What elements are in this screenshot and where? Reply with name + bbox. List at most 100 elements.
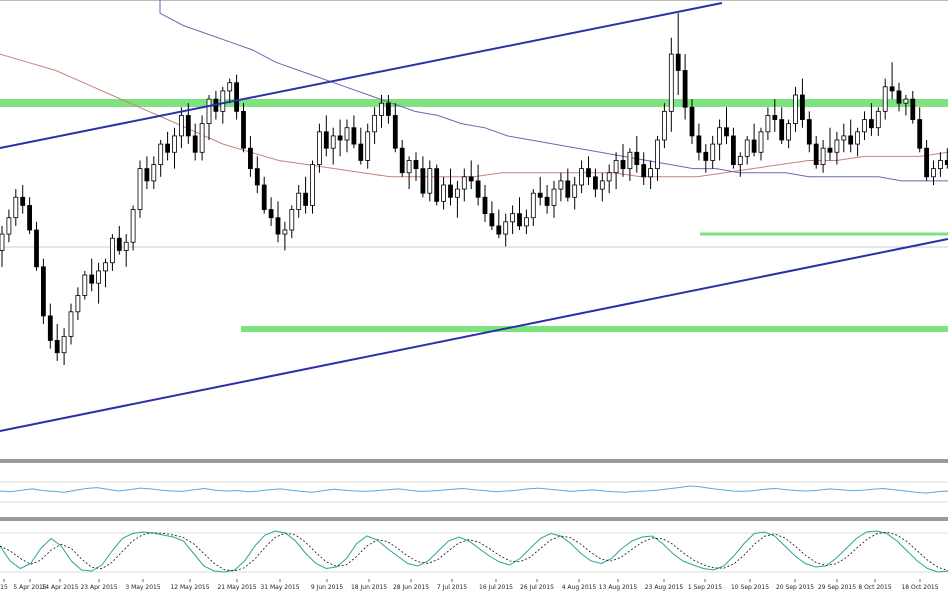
candle (489, 201, 495, 230)
candle (41, 258, 46, 325)
candle-body (303, 192, 309, 206)
candle-body (27, 205, 33, 231)
candle (89, 258, 95, 292)
candle-body (627, 151, 633, 170)
candle-body (938, 160, 943, 170)
candle-body (565, 180, 571, 198)
candle (910, 90, 916, 124)
candle (551, 180, 557, 218)
date-tick-label: 28 Jun 2015 (393, 584, 429, 591)
candle-body (241, 110, 246, 149)
stochastic-signal-line (0, 531, 948, 572)
candle (758, 127, 764, 161)
candle-body (468, 176, 474, 182)
candle-body (889, 86, 895, 92)
candle-body (800, 94, 805, 120)
candle (365, 123, 371, 169)
candle (413, 152, 419, 181)
candle (744, 135, 750, 165)
candle (931, 160, 936, 185)
candle (420, 156, 426, 198)
candle-body (351, 127, 357, 145)
separator-1 (0, 459, 948, 463)
candle-body (869, 119, 874, 129)
candle (806, 111, 812, 153)
candle-body (599, 180, 605, 190)
candle (682, 54, 688, 120)
candle (165, 131, 171, 161)
candle-body (144, 168, 150, 182)
candle-body (89, 274, 95, 284)
candle-body (399, 147, 405, 174)
candle-body (813, 143, 819, 165)
panel-separators (0, 459, 948, 521)
channel-lower-line (0, 238, 948, 432)
candle (130, 205, 136, 251)
candle (199, 115, 205, 161)
candle-body (593, 176, 598, 190)
candle-body (337, 135, 343, 141)
candle-body (68, 311, 74, 337)
candle (862, 111, 867, 140)
candle-body (931, 168, 936, 178)
candle (103, 258, 108, 288)
candle (634, 135, 640, 173)
price-panel (0, 0, 948, 432)
candle (282, 221, 288, 251)
candle-body (620, 160, 626, 170)
candle-body (924, 147, 929, 178)
candle-body (123, 241, 129, 251)
candle (172, 127, 177, 169)
candle-body (558, 180, 564, 190)
candle (558, 172, 564, 202)
date-tick-label: 7 Jul 2015 (437, 584, 467, 591)
resistance-zone (0, 99, 948, 107)
oscillator-panel (0, 481, 948, 503)
candle-body (855, 131, 860, 145)
candle (482, 185, 488, 222)
candle-body (261, 184, 267, 210)
candle (889, 62, 895, 100)
candle-body (206, 98, 212, 125)
candle-body (275, 217, 281, 235)
candle-body (392, 115, 398, 149)
candle (648, 160, 653, 190)
stochastic-main-line (0, 530, 948, 573)
candle (834, 131, 840, 165)
candle (192, 123, 198, 161)
candle-body (703, 151, 709, 161)
candle-body (6, 217, 12, 235)
candle (234, 74, 240, 120)
candle-body (75, 295, 81, 313)
candle (869, 103, 874, 136)
date-tick-label: 4 Aug 2015 (562, 584, 597, 591)
candle (427, 160, 433, 202)
candle-body (882, 86, 888, 112)
candle (696, 123, 702, 161)
candle (786, 119, 791, 149)
candle (441, 176, 447, 210)
candle-body (199, 123, 205, 153)
separator-2 (0, 517, 948, 521)
candle (813, 135, 819, 169)
candle-body (254, 168, 260, 186)
candle (944, 148, 948, 169)
candle (323, 115, 329, 157)
candle-body (751, 139, 757, 153)
candle-body (110, 237, 115, 264)
date-tick-label: 31 May 2015 (260, 584, 299, 591)
candle (151, 156, 157, 190)
candle (855, 127, 860, 157)
candle (662, 103, 667, 149)
candle-body (537, 192, 543, 198)
candle (289, 205, 295, 239)
candle-body (827, 147, 833, 153)
candle-body (461, 176, 467, 190)
candle (613, 152, 619, 190)
candle-body (172, 135, 177, 153)
date-tick-label: 13 Aug 2015 (599, 584, 638, 591)
candle-body (151, 164, 157, 182)
candle-body (475, 180, 481, 198)
candle (178, 107, 184, 149)
candle (75, 287, 81, 320)
